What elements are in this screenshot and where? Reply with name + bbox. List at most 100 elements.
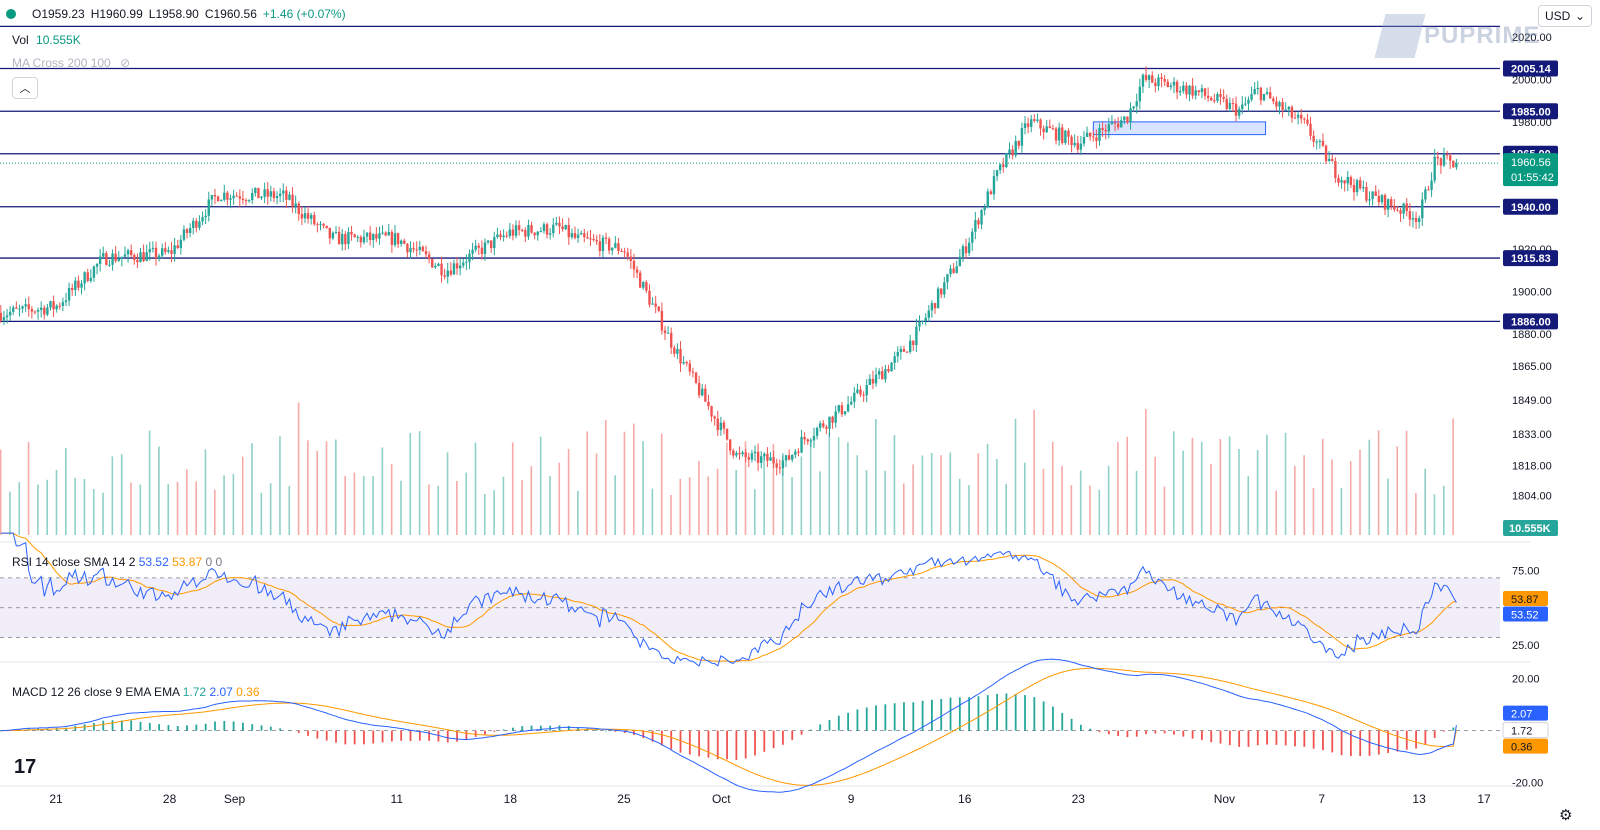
candle[interactable] xyxy=(924,313,927,326)
candle[interactable] xyxy=(278,188,282,203)
candle[interactable] xyxy=(1008,142,1011,159)
candle[interactable] xyxy=(713,415,716,426)
candle[interactable] xyxy=(766,447,769,468)
candle[interactable] xyxy=(1452,160,1455,168)
candle[interactable] xyxy=(1098,123,1101,146)
candle[interactable] xyxy=(781,453,785,476)
candle[interactable] xyxy=(1253,82,1256,95)
candle[interactable] xyxy=(229,194,232,209)
macd-legend[interactable]: MACD 12 26 close 9 EMA EMA 1.72 2.07 0.3… xyxy=(12,685,260,699)
candle[interactable] xyxy=(1073,134,1076,148)
candle[interactable] xyxy=(176,239,179,250)
candle[interactable] xyxy=(1135,93,1138,114)
candle[interactable] xyxy=(306,205,310,224)
candle[interactable] xyxy=(1337,174,1340,187)
candle[interactable] xyxy=(521,228,524,232)
candle[interactable] xyxy=(251,188,254,205)
candle[interactable] xyxy=(974,211,977,240)
candle[interactable] xyxy=(763,452,766,461)
candle[interactable] xyxy=(679,341,682,372)
tradingview-logo-icon[interactable]: 17 xyxy=(14,756,37,778)
candle[interactable] xyxy=(505,231,508,239)
candle[interactable] xyxy=(173,237,176,262)
collapse-legend-button[interactable]: ︿ xyxy=(12,77,38,99)
candle[interactable] xyxy=(145,244,148,262)
candle[interactable] xyxy=(573,226,577,240)
candle[interactable] xyxy=(558,216,561,235)
candle[interactable] xyxy=(592,234,595,242)
candle[interactable] xyxy=(440,256,443,283)
candle[interactable] xyxy=(670,327,673,355)
candle[interactable] xyxy=(399,239,403,247)
candle[interactable] xyxy=(1331,154,1334,162)
candle[interactable] xyxy=(1312,130,1315,148)
candle[interactable] xyxy=(561,218,564,232)
candle[interactable] xyxy=(967,237,971,257)
candle[interactable] xyxy=(486,240,490,245)
candle[interactable] xyxy=(1088,132,1092,141)
candle[interactable] xyxy=(995,169,999,182)
candle[interactable] xyxy=(170,241,173,263)
candle[interactable] xyxy=(1107,117,1111,139)
candle[interactable] xyxy=(936,286,940,309)
candle[interactable] xyxy=(983,204,986,216)
candle[interactable] xyxy=(443,268,446,280)
candle[interactable] xyxy=(282,183,285,203)
candle[interactable] xyxy=(784,454,788,467)
candle[interactable] xyxy=(1023,116,1027,135)
candle[interactable] xyxy=(117,251,120,262)
candle[interactable] xyxy=(365,232,369,243)
candle[interactable] xyxy=(403,238,406,245)
candle[interactable] xyxy=(375,227,378,243)
candle[interactable] xyxy=(1020,122,1024,153)
candle[interactable] xyxy=(489,240,493,253)
candle[interactable] xyxy=(83,271,86,291)
candle[interactable] xyxy=(859,385,862,398)
candle[interactable] xyxy=(862,391,865,402)
candle[interactable] xyxy=(285,186,288,208)
candle[interactable] xyxy=(210,194,214,206)
candle[interactable] xyxy=(201,211,204,226)
candle[interactable] xyxy=(822,420,825,429)
candle[interactable] xyxy=(1116,117,1120,131)
candle[interactable] xyxy=(378,226,381,245)
candle[interactable] xyxy=(1402,202,1405,220)
candle[interactable] xyxy=(989,189,993,195)
candle[interactable] xyxy=(458,258,462,276)
candle[interactable] xyxy=(921,320,924,325)
candle[interactable] xyxy=(1045,120,1048,134)
candle[interactable] xyxy=(775,458,778,476)
candle[interactable] xyxy=(1386,198,1390,218)
candle[interactable] xyxy=(871,370,875,390)
candle[interactable] xyxy=(164,241,167,255)
candle[interactable] xyxy=(868,374,872,385)
candle[interactable] xyxy=(356,235,359,243)
candle[interactable] xyxy=(1197,90,1201,96)
candle[interactable] xyxy=(542,221,546,234)
candle[interactable] xyxy=(1259,86,1263,105)
candle[interactable] xyxy=(368,225,372,246)
candle[interactable] xyxy=(1237,106,1241,120)
candle[interactable] xyxy=(896,346,899,363)
candle[interactable] xyxy=(666,326,670,334)
candle[interactable] xyxy=(1113,119,1117,132)
candle[interactable] xyxy=(1393,199,1396,212)
candle[interactable] xyxy=(1120,116,1123,128)
candle[interactable] xyxy=(1110,115,1114,125)
candle[interactable] xyxy=(1275,96,1278,111)
candle[interactable] xyxy=(927,305,931,322)
candle[interactable] xyxy=(738,446,741,460)
candle[interactable] xyxy=(288,191,291,201)
candle[interactable] xyxy=(1057,122,1061,146)
candle[interactable] xyxy=(1157,74,1160,91)
candle[interactable] xyxy=(1101,122,1104,137)
candle[interactable] xyxy=(1436,151,1439,166)
candle[interactable] xyxy=(446,262,449,284)
candle[interactable] xyxy=(77,275,80,291)
candle[interactable] xyxy=(874,367,878,387)
candle[interactable] xyxy=(1002,157,1005,173)
candle[interactable] xyxy=(750,449,754,463)
candle[interactable] xyxy=(449,262,453,277)
candle[interactable] xyxy=(74,277,77,297)
candle[interactable] xyxy=(266,181,269,205)
